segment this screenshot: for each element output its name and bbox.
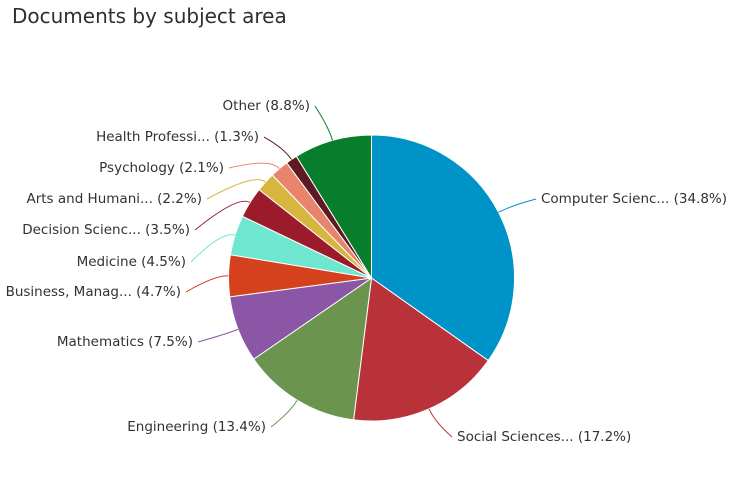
slice-engineering[interactable] <box>253 276 373 421</box>
slice-other[interactable] <box>295 134 372 280</box>
label-decision-scienc: Decision Scienc... (3.5%) <box>22 222 190 238</box>
label-psychology: Psychology (2.1%) <box>99 160 224 176</box>
connector-arts-and-humani <box>206 179 266 200</box>
label-medicine: Medicine (4.5%) <box>77 254 186 270</box>
connector-decision-scienc <box>194 200 251 231</box>
label-mathematics: Mathematics (7.5%) <box>57 334 193 350</box>
connector-social-sciences <box>428 408 453 438</box>
label-other: Other (8.8%) <box>223 98 310 114</box>
slice-social-sciences[interactable] <box>353 277 489 422</box>
label-business-manag: Business, Manag... (4.7%) <box>6 284 181 300</box>
label-connectors <box>185 105 537 438</box>
label-computer-scienc: Computer Scienc... (34.8%) <box>541 191 727 207</box>
connector-computer-scienc <box>498 198 537 213</box>
label-engineering: Engineering (13.4%) <box>127 419 266 435</box>
pie-slices <box>228 134 516 422</box>
connector-other <box>314 105 333 141</box>
connector-mathematics <box>197 328 239 343</box>
label-health-professi: Health Professi... (1.3%) <box>96 129 259 145</box>
label-social-sciences: Social Sciences... (17.2%) <box>457 429 631 445</box>
connector-psychology <box>228 162 280 170</box>
chart-title: Documents by subject area <box>12 4 287 28</box>
label-arts-and-humani: Arts and Humani... (2.2%) <box>26 191 202 207</box>
connector-business-manag <box>185 275 229 293</box>
connector-engineering <box>270 399 298 428</box>
slice-labels: Computer Scienc... (34.8%) Social Science… <box>6 98 727 445</box>
connector-medicine <box>190 234 236 263</box>
connector-health-professi <box>263 136 292 160</box>
